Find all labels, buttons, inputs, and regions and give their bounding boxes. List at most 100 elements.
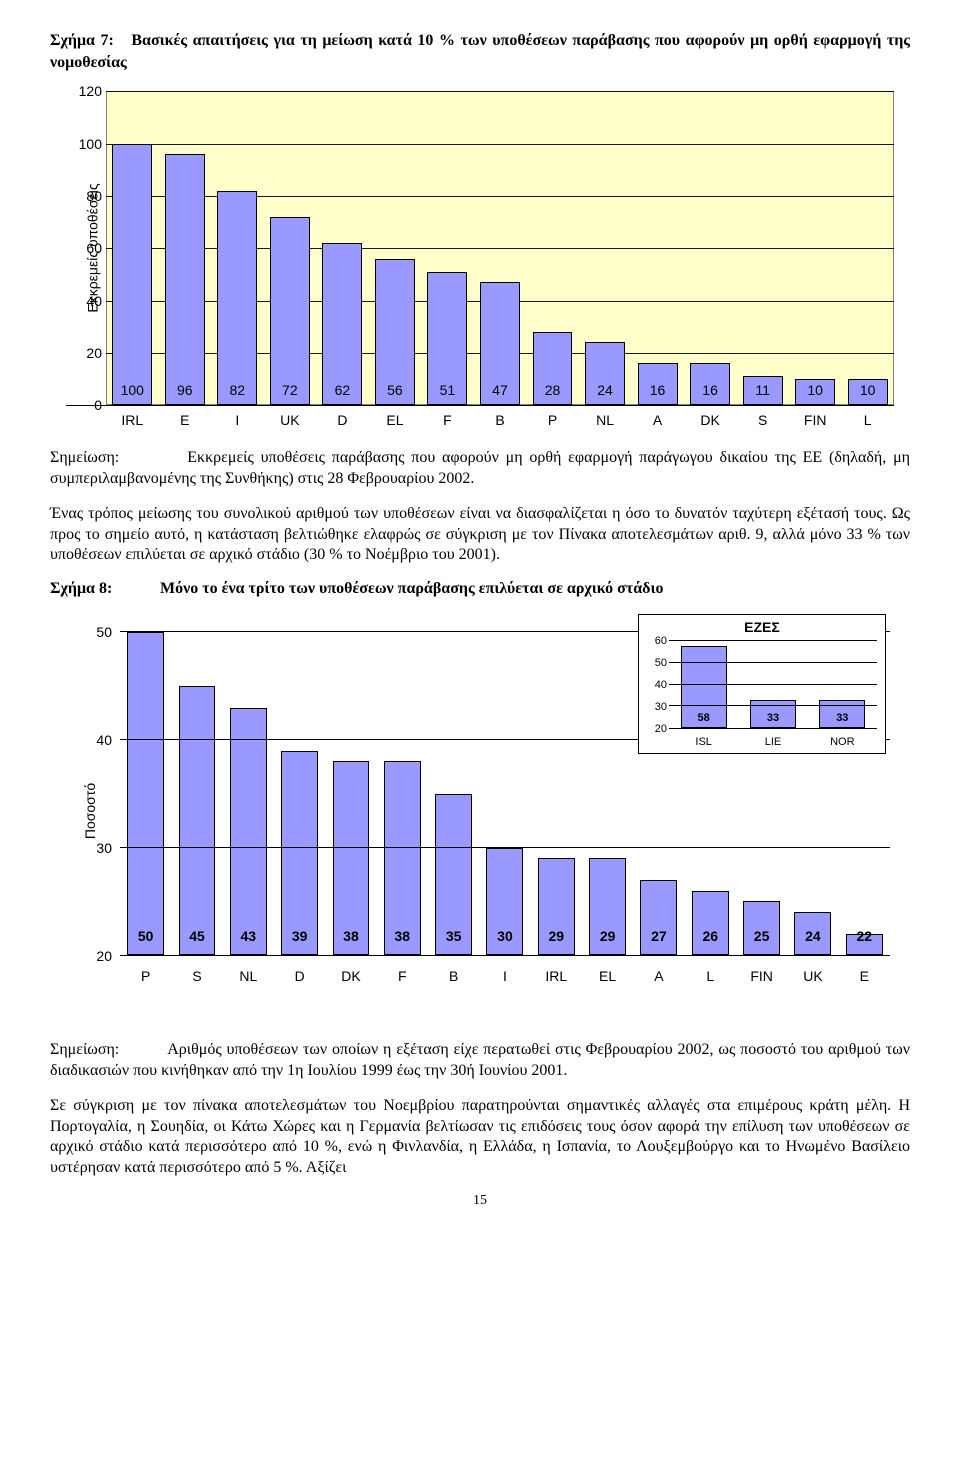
bar-value: 10 <box>807 382 823 398</box>
bar-value: 82 <box>230 382 246 398</box>
bar-slot: 96 <box>159 91 212 405</box>
bar-slot: 11 <box>736 91 789 405</box>
bar: 24 <box>794 912 831 955</box>
bar-value: 58 <box>698 712 710 724</box>
bar-slot: 38 <box>377 632 428 955</box>
bar: 82 <box>217 191 257 406</box>
x-label: EL <box>369 412 422 428</box>
bar-value: 24 <box>597 382 613 398</box>
x-label: F <box>377 968 428 984</box>
paragraph-2: Σε σύγκριση με τον πίνακα αποτελεσμάτων … <box>50 1096 910 1179</box>
bar-slot: 30 <box>479 632 530 955</box>
x-label: B <box>474 412 527 428</box>
figure8-title: Σχήμα 8: Μόνο το ένα τρίτο των υποθέσεων… <box>50 580 910 598</box>
x-label: UK <box>264 412 317 428</box>
bar-slot: 10 <box>789 91 842 405</box>
bar-slot: 28 <box>526 91 579 405</box>
inset-xlabels: ISLLIENOR <box>669 736 877 748</box>
bar: 96 <box>165 154 205 405</box>
bar: 50 <box>127 632 164 955</box>
note2-label: Σημείωση: <box>50 1041 119 1058</box>
x-label: UK <box>787 968 838 984</box>
x-label: I <box>211 412 264 428</box>
bar: 56 <box>375 259 415 406</box>
bar-slot: 35 <box>428 632 479 955</box>
x-label: E <box>839 968 890 984</box>
bar-slot: 16 <box>631 91 684 405</box>
inset-bars: 58 33 33 <box>669 641 877 728</box>
x-label: NL <box>579 412 632 428</box>
x-label: B <box>428 968 479 984</box>
bar: 25 <box>743 901 780 955</box>
x-label: LIE <box>738 736 807 748</box>
bar: 38 <box>384 761 421 955</box>
bar: 38 <box>333 761 370 955</box>
paragraph-1: Ένας τρόπος μείωσης του συνολικού αριθμο… <box>50 504 910 566</box>
bar: 33 <box>819 700 865 728</box>
bar: 16 <box>690 363 730 405</box>
bar-value: 16 <box>702 382 718 398</box>
chart1-ytick: 60 <box>70 240 102 256</box>
inset-title: ΕΖΕΣ <box>639 615 885 635</box>
gridline <box>120 847 890 848</box>
bar-value: 43 <box>241 928 257 944</box>
bar-value: 45 <box>189 928 205 944</box>
bar-value: 10 <box>860 382 876 398</box>
bar-value: 26 <box>702 928 718 944</box>
chart2-xlabels: PSNLDDKFBIIRLELALFINUKE <box>120 968 890 984</box>
bar-value: 11 <box>755 382 770 398</box>
x-label: DK <box>684 412 737 428</box>
bar: 28 <box>533 332 573 405</box>
x-label: DK <box>325 968 376 984</box>
bar-slot: 24 <box>579 91 632 405</box>
bar: 29 <box>589 858 626 955</box>
chart1-xlabels: IRLEIUKDELFBPNLADKSFINL <box>106 406 894 428</box>
bar-value: 39 <box>292 928 308 944</box>
bar: 39 <box>281 751 318 956</box>
bar: 45 <box>179 686 216 955</box>
inset-ytick: 20 <box>645 723 667 735</box>
bar-value: 33 <box>836 712 848 724</box>
page-number: 15 <box>50 1193 910 1209</box>
bar-slot: 58 <box>669 641 738 728</box>
bar: 24 <box>585 342 625 405</box>
x-label: L <box>841 412 894 428</box>
x-label: L <box>685 968 736 984</box>
chart1-yticks: 020406080100120 <box>70 91 102 405</box>
bar-value: 33 <box>767 712 779 724</box>
bar-value: 100 <box>121 382 144 398</box>
bar: 100 <box>112 144 152 406</box>
bar-slot: 33 <box>808 641 877 728</box>
bar-value: 27 <box>651 928 667 944</box>
bar: 10 <box>848 379 888 405</box>
chart2-yticks: 20304050 <box>90 632 116 956</box>
x-label: E <box>159 412 212 428</box>
bar: 72 <box>270 217 310 405</box>
bar-slot: 29 <box>531 632 582 955</box>
bar-slot: 72 <box>264 91 317 405</box>
note1-label: Σημείωση: <box>50 449 119 466</box>
bar-slot: 62 <box>316 91 369 405</box>
bar: 35 <box>435 794 472 956</box>
figure7-label: Σχήμα 7: <box>50 32 126 49</box>
figure8-label: Σχήμα 8: <box>50 580 160 598</box>
bar: 51 <box>427 272 467 405</box>
bar: 43 <box>230 708 267 956</box>
bar-value: 38 <box>343 928 359 944</box>
bar-value: 38 <box>395 928 411 944</box>
figure8-title-text: Μόνο το ένα τρίτο των υποθέσεων παράβαση… <box>160 580 910 598</box>
bar-slot: 29 <box>582 632 633 955</box>
bar: 16 <box>638 363 678 405</box>
bar-value: 29 <box>548 928 564 944</box>
gridline <box>669 705 877 706</box>
bar-slot: 45 <box>171 632 222 955</box>
chart2-ytick: 40 <box>86 732 112 748</box>
chart1-ytick: 0 <box>70 397 102 413</box>
bar-value: 47 <box>492 382 508 398</box>
chart1-ytick: 20 <box>70 345 102 361</box>
bar-slot: 16 <box>684 91 737 405</box>
bar: 10 <box>795 379 835 405</box>
figure7-title: Σχήμα 7: Βασικές απαιτήσεις για τη μείωσ… <box>50 30 910 73</box>
bar: 30 <box>486 848 523 956</box>
bar-value: 30 <box>497 928 513 944</box>
